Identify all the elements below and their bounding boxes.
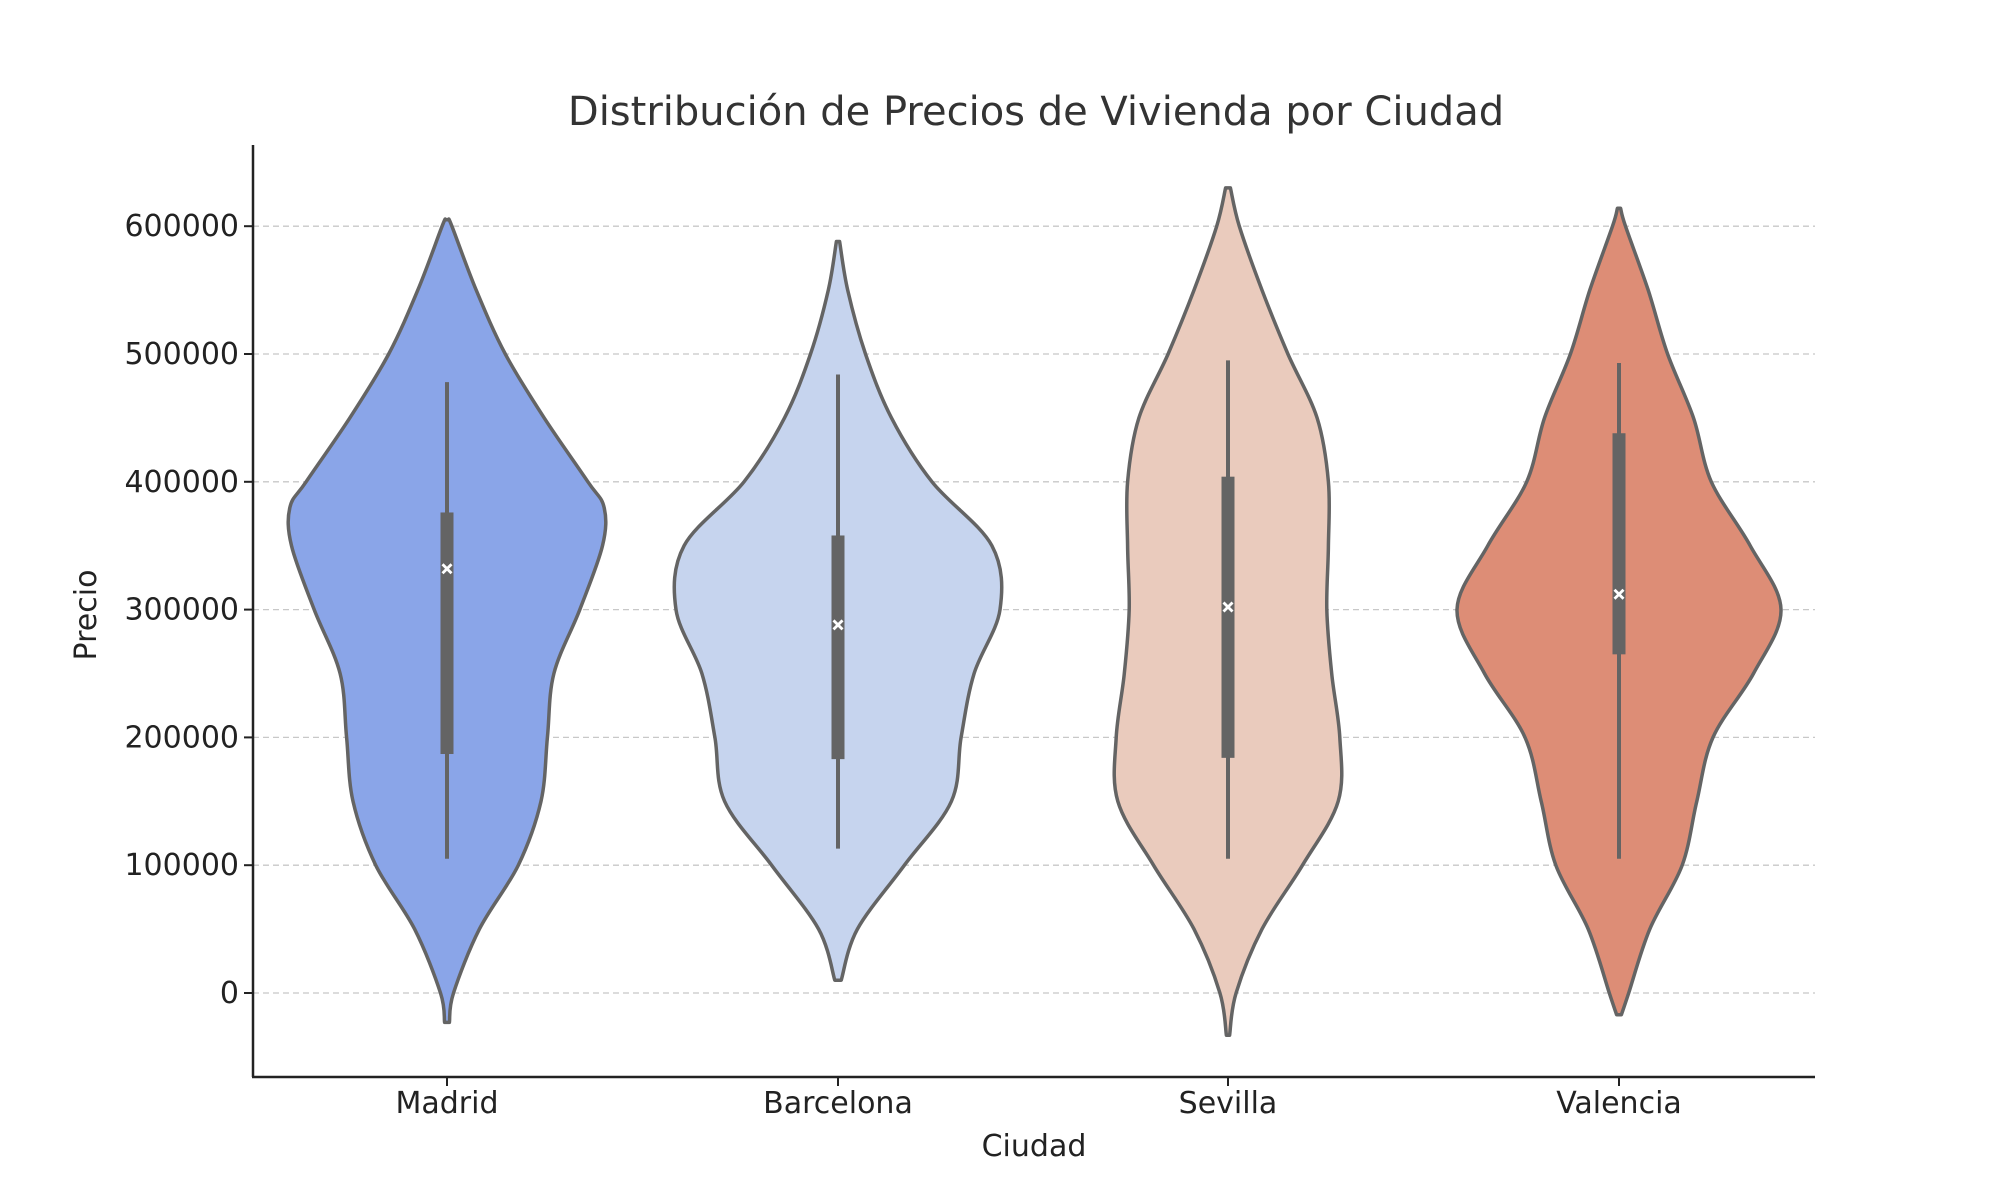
violins	[286, 186, 1783, 1037]
violin-barcelona	[672, 239, 1004, 982]
y-tick-label: 300000	[124, 593, 239, 628]
violin-madrid	[286, 217, 608, 1025]
axes	[251, 145, 1815, 1079]
y-axis-label: Precio	[69, 570, 104, 661]
y-tick-label: 100000	[124, 848, 239, 883]
x-axis-label: Ciudad	[982, 1129, 1087, 1164]
iqr-box	[831, 535, 845, 760]
median-marker	[832, 619, 844, 631]
x-tick-label: Madrid	[395, 1086, 498, 1121]
violin-valencia	[1455, 206, 1783, 1017]
median-marker	[1222, 601, 1234, 613]
violin-sevilla	[1112, 186, 1344, 1037]
iqr-box	[440, 512, 454, 755]
y-tick-label: 500000	[124, 337, 239, 372]
y-ticks: 0 100000 200000 300000 400000 500000 600000	[124, 209, 253, 1011]
x-tick-label: Valencia	[1556, 1086, 1682, 1121]
median-marker	[1613, 588, 1625, 600]
x-tick-label: Barcelona	[763, 1086, 913, 1121]
iqr-box	[1221, 476, 1235, 758]
y-tick-label: 400000	[124, 465, 239, 500]
x-tick-label: Sevilla	[1179, 1086, 1278, 1121]
y-tick-label: 600000	[124, 209, 239, 244]
iqr-box	[1612, 433, 1626, 655]
y-tick-label: 200000	[124, 720, 239, 755]
chart-title: Distribución de Precios de Vivienda por …	[568, 89, 1504, 135]
median-marker	[441, 563, 453, 575]
x-ticks: Madrid Barcelona Sevilla Valencia	[395, 1077, 1682, 1121]
y-tick-label: 0	[220, 976, 239, 1011]
